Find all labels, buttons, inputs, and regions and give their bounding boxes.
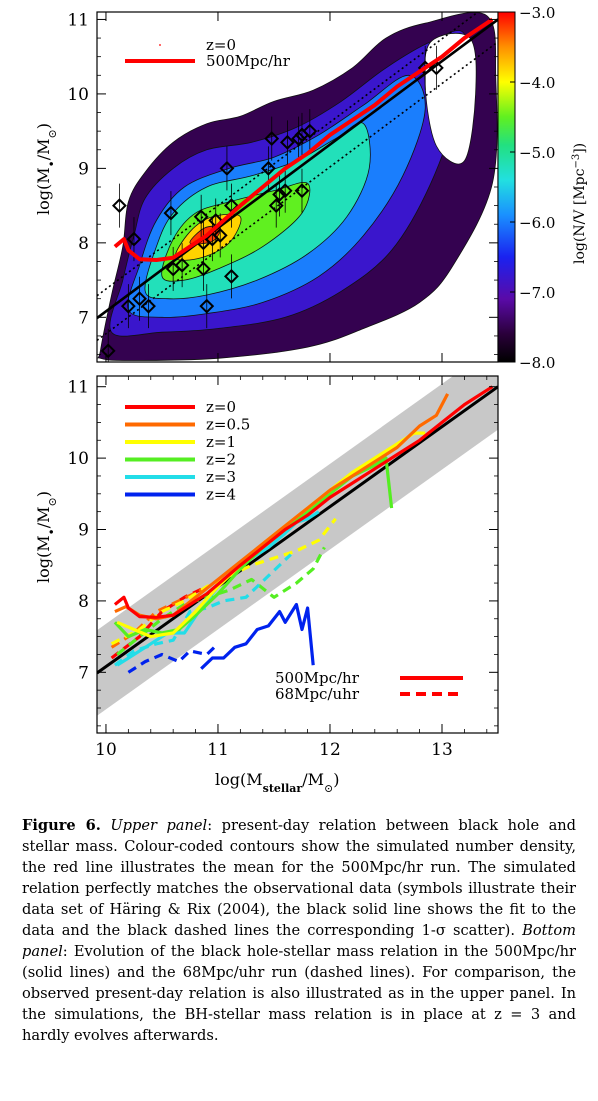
caption-bottom-text: : Evolution of the black hole-stellar ma…	[22, 943, 576, 1044]
cb-tick-label-2: −5.0	[519, 144, 555, 162]
figure: 7 8 9 10 11 z=0 500Mpc/hr log(M•/M⊙) −3.0 −4.…	[34, 4, 589, 795]
legend-label-z3: z=3	[206, 468, 236, 486]
b-ytick-label-3: 10	[67, 449, 89, 469]
obs-point-21	[268, 198, 284, 214]
obs-point-23	[277, 183, 293, 199]
upper-panel: 7 8 9 10 11 z=0 500Mpc/hr log(M•/M⊙) −3.0 −4.…	[34, 4, 589, 372]
series-lines	[110, 385, 494, 674]
b-xtick-label-3: 13	[431, 740, 453, 760]
u-ytick-label-0: 7	[78, 308, 89, 328]
legend-label-z2: z=2	[206, 451, 236, 469]
legend-label-z4: z=4	[206, 486, 236, 504]
scatter-band-area	[97, 376, 498, 716]
observations	[100, 45, 444, 362]
obs-point-22	[272, 187, 287, 202]
caption-label: Figure 6.	[22, 817, 101, 834]
bottom-fit-line	[97, 385, 498, 675]
u-ytick-label-3: 10	[67, 85, 89, 105]
bottom-ticks: 7 8 9 10 11 10 11 12 13	[67, 376, 498, 760]
bottom-panel: 7 8 9 10 11 10 11 12 13 z=0z=0.5z=1z=2z=3z=4 500…	[34, 375, 499, 795]
upper-legend: z=0 500Mpc/hr	[125, 36, 291, 70]
bottom-legend-redshift: z=0z=0.5z=1z=2z=3z=4	[125, 398, 250, 504]
b-xtick-label-0: 10	[95, 740, 117, 760]
obs-point-6	[163, 205, 179, 221]
obs-point-3	[126, 231, 142, 247]
density-contours	[97, 12, 498, 361]
legend-marker-z0	[159, 44, 161, 46]
cb-tick-label-0: −3.0	[519, 4, 555, 22]
obs-point-24	[280, 134, 295, 150]
observed-fit-line	[97, 385, 498, 675]
obs-point-20	[264, 131, 280, 147]
legend-label-500mpc: 500Mpc/hr	[206, 52, 291, 70]
obs-point-2	[120, 298, 136, 314]
obs-point-19	[260, 160, 276, 176]
legend-label-z0: z=0	[206, 398, 236, 416]
obs-point-10	[195, 261, 211, 277]
upper-ticks: 7 8 9 10 11	[67, 10, 498, 362]
b-ytick-label-4: 11	[67, 378, 89, 398]
b-ytick-label-1: 8	[78, 592, 89, 612]
obs-point-5	[141, 298, 156, 314]
simulated-mean-line	[113, 17, 494, 262]
obs-point-12	[199, 298, 215, 314]
obs-point-9	[193, 209, 209, 225]
b-ytick-label-2: 9	[78, 521, 89, 541]
cb-tick-label-3: −6.0	[519, 214, 555, 232]
series-z2-68mpc	[116, 546, 326, 656]
obs-point-27	[294, 183, 310, 199]
fit-scatter-upper	[97, 12, 480, 297]
obs-point-8	[174, 257, 190, 273]
colorbar-label: log(N/V [Mpc−3])	[571, 143, 589, 264]
series-z0-500mpc	[113, 385, 494, 619]
cb-tick-label-4: −7.0	[519, 284, 555, 302]
u-ytick-label-1: 8	[78, 234, 89, 254]
cb-tick-label-5: −8.0	[519, 354, 555, 372]
series-z4-500mpc	[200, 602, 315, 670]
bottom-ylabel: log(M•/M⊙)	[34, 491, 59, 583]
b-xtick-label-1: 11	[207, 740, 229, 760]
caption-bottom-heading: Bottom panel	[22, 922, 576, 960]
figure-caption: Figure 6. Upper panel: present-day relat…	[22, 815, 576, 1046]
legend-label-z1: z=1	[206, 433, 236, 451]
bottom-xlabel: log(Mstellar/M⊙)	[215, 770, 339, 795]
scatter-band	[97, 376, 498, 716]
legend-label-z05: z=0.5	[206, 416, 250, 434]
legend-label-500mpc-solid: 500Mpc/hr	[275, 669, 360, 687]
obs-point-25	[291, 131, 307, 147]
legend-label-z0: z=0	[206, 36, 236, 54]
b-xtick-label-2: 12	[319, 740, 341, 760]
obs-point-16	[219, 160, 235, 176]
obs-point-15	[212, 227, 228, 243]
b-ytick-label-0: 7	[78, 663, 89, 683]
cb-tick-label-1: −4.0	[519, 74, 555, 92]
obs-point-0	[100, 343, 116, 359]
colorbar	[497, 11, 516, 363]
mean-line-500mpc	[113, 17, 494, 262]
legend-label-68mpc-dashed: 68Mpc/uhr	[275, 685, 360, 703]
bottom-frame	[96, 375, 499, 734]
obs-point-28	[302, 123, 318, 139]
bottom-legend-runs: 500Mpc/hr 68Mpc/uhr	[275, 669, 463, 703]
u-ytick-label-4: 11	[67, 10, 89, 30]
u-ytick-label-2: 9	[78, 159, 89, 179]
caption-upper-text: : present-day relation between black hol…	[22, 817, 577, 939]
upper-ylabel: log(M•/M⊙)	[34, 123, 59, 215]
obs-point-4	[132, 291, 147, 307]
obs-point-1	[111, 198, 127, 214]
colorbar-ticks: −3.0 −4.0 −5.0 −6.0 −7.0 −8.0	[510, 4, 555, 372]
obs-point-30	[428, 60, 444, 76]
fit-scatter-lower	[97, 41, 498, 342]
obs-point-18	[223, 268, 239, 284]
caption-upper-heading: Upper panel	[110, 817, 208, 834]
series-z4-68mpc	[127, 642, 220, 674]
